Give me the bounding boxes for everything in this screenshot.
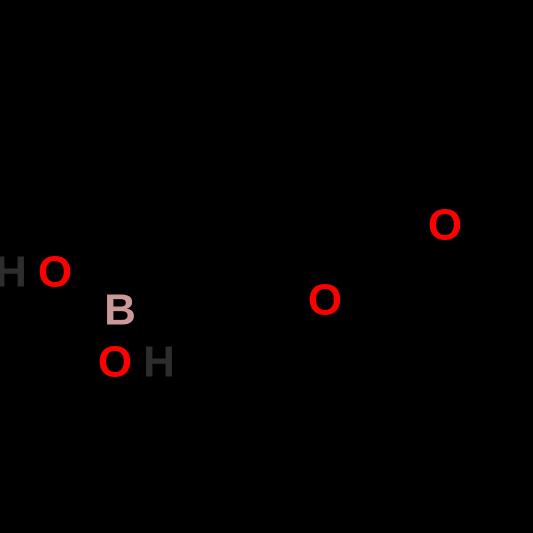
atom-label-h: H [0, 248, 27, 297]
background [0, 0, 533, 533]
atom-label-o: O [98, 338, 132, 387]
atom-label-o: O [38, 248, 72, 297]
atom-label-b: B [104, 286, 136, 335]
atom-label-o: O [428, 201, 462, 250]
molecule-diagram: BOOHOHO [0, 0, 533, 533]
atom-label-h: H [143, 338, 175, 387]
atom-label-o: O [308, 276, 342, 325]
